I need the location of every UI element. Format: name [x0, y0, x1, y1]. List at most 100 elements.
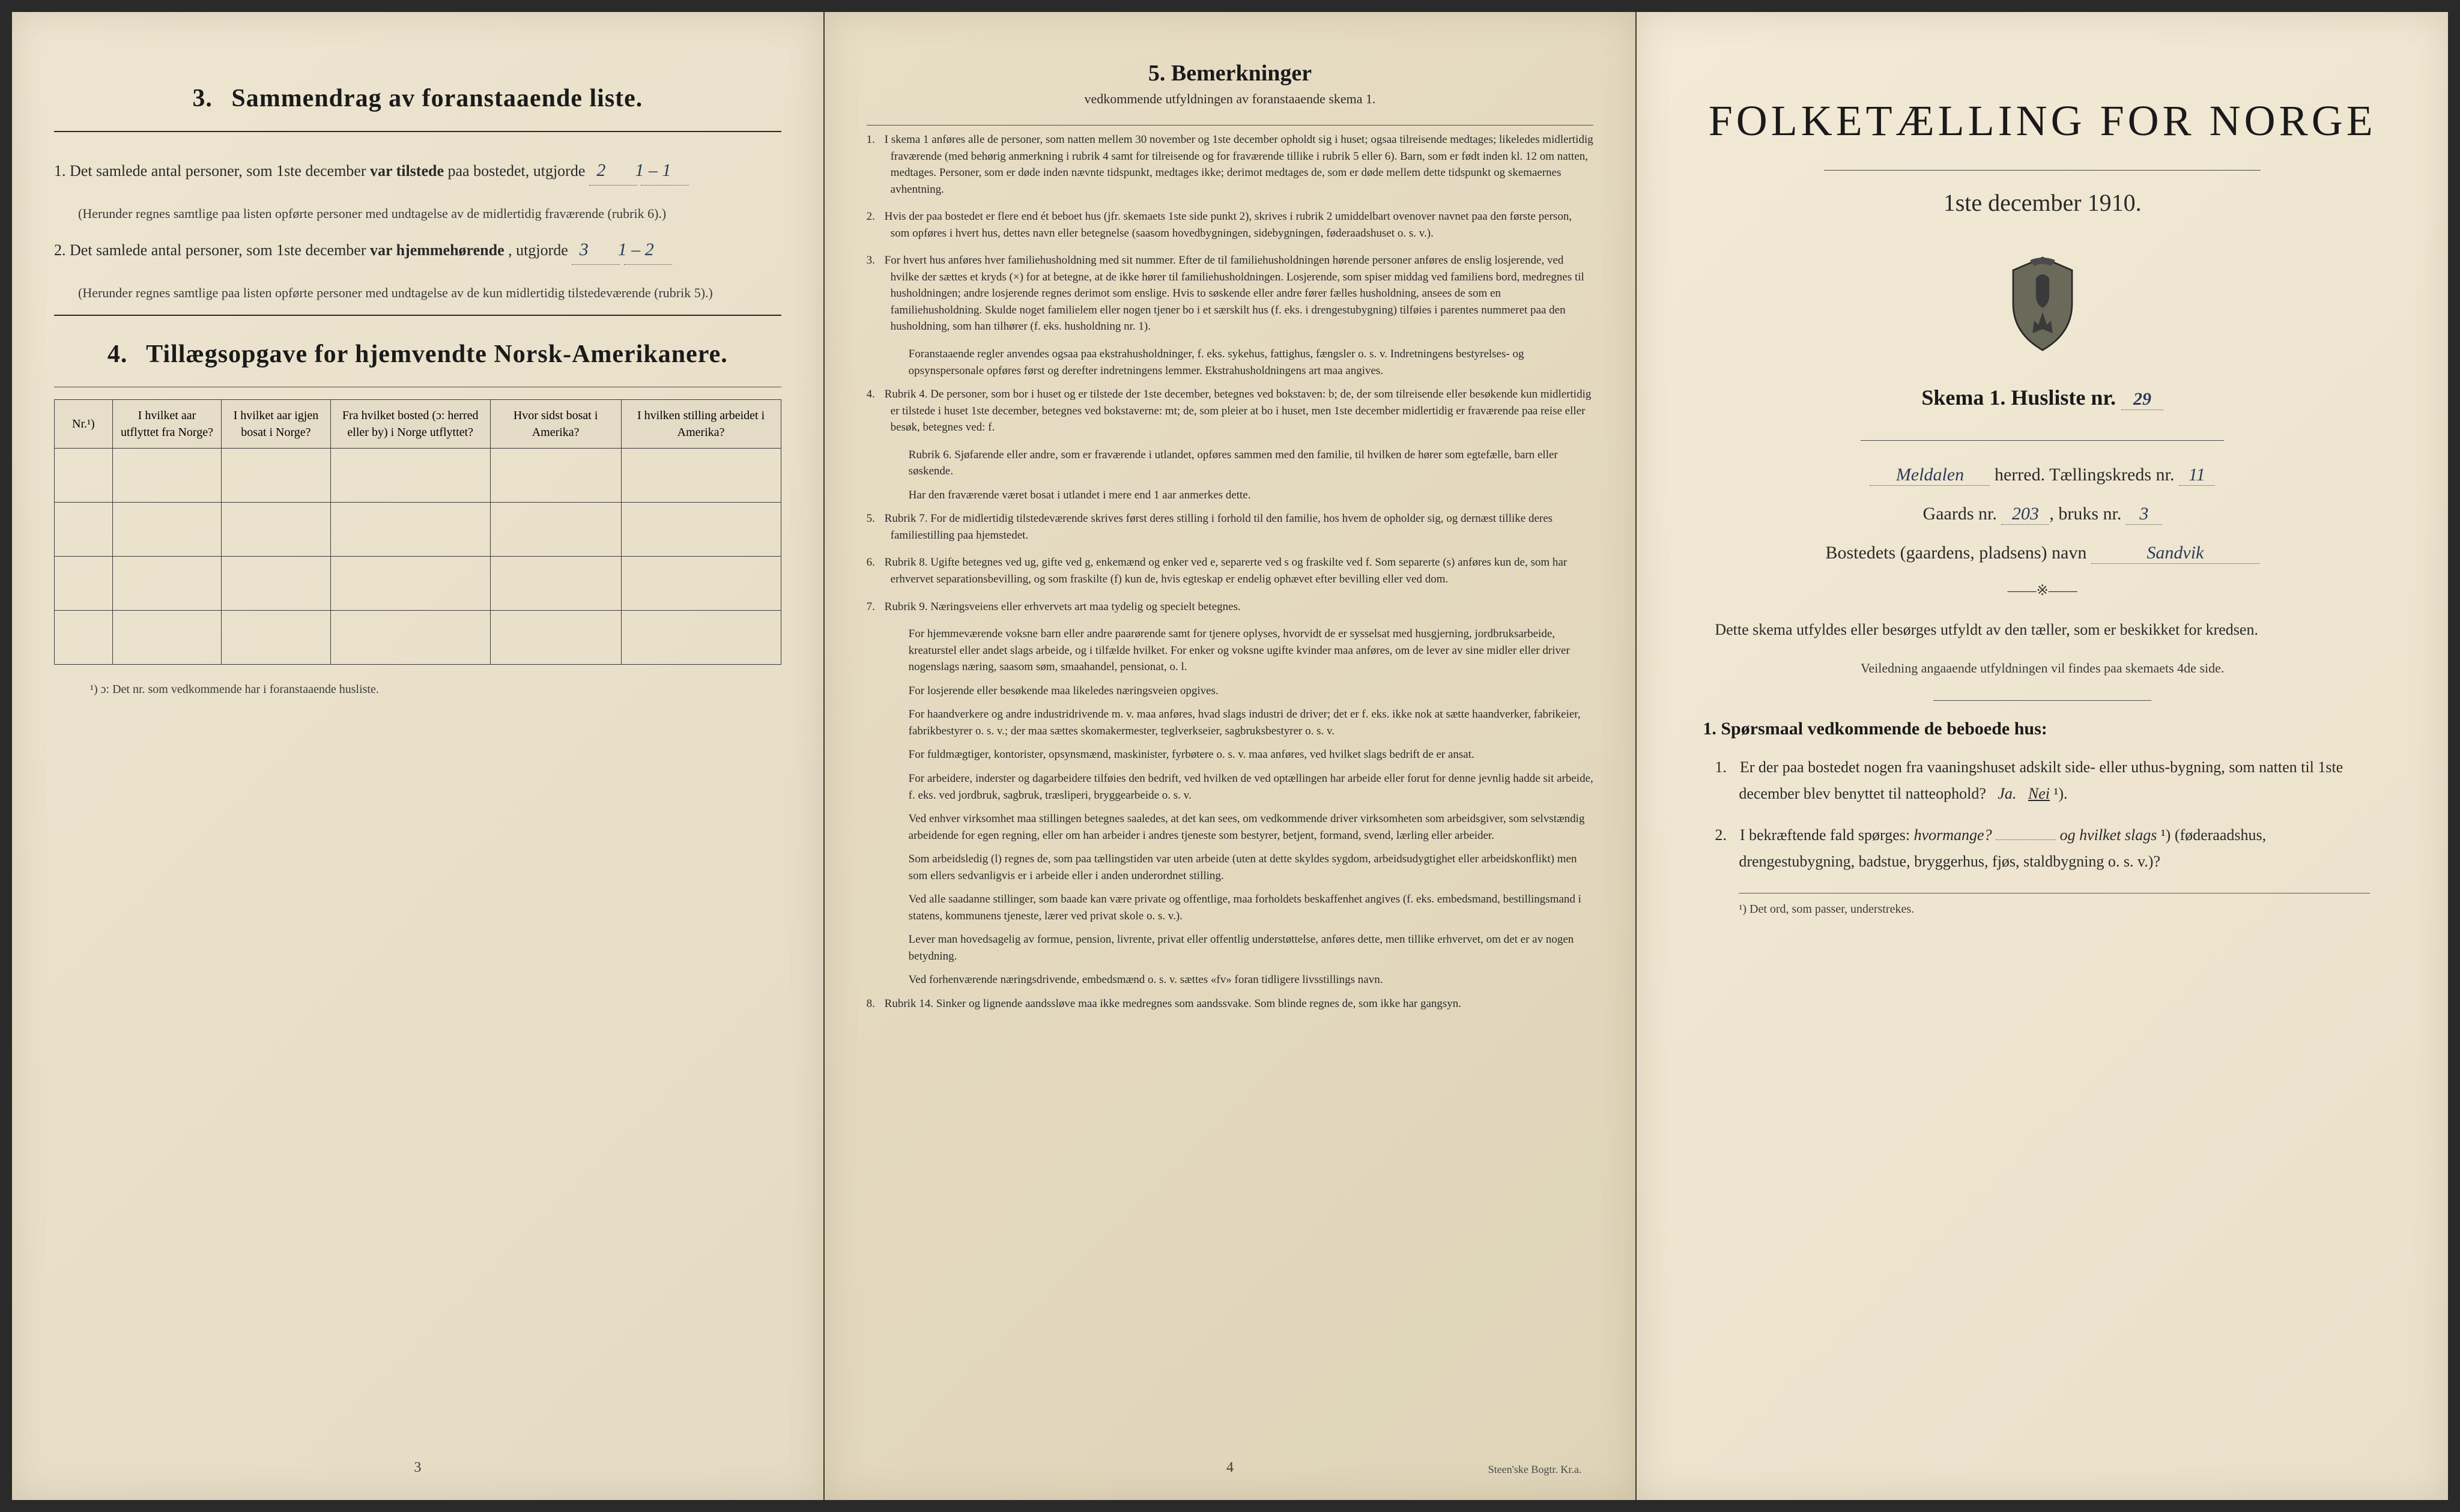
instruction-text: Dette skema utfyldes eller besørges utfy… — [1715, 617, 2370, 643]
divider — [54, 131, 781, 132]
item-1-bold: var tilstede — [370, 162, 444, 180]
remark-item: Ved alle saadanne stillinger, som baade … — [867, 891, 1594, 924]
section-5-subtitle: vedkommende utfyldningen av foranstaaend… — [867, 91, 1594, 107]
section-4-number: 4. — [108, 340, 128, 368]
remark-item: Som arbeidsledig (l) regnes de, som paa … — [867, 851, 1594, 884]
herred-value: Meldalen — [1870, 465, 1990, 486]
page-3: 3. Sammendrag av foranstaaende liste. 1.… — [12, 12, 825, 1500]
section-4-heading: 4. Tillægsopgave for hjemvendte Norsk-Am… — [54, 340, 781, 369]
col-where: Hvor sidst bosat i Amerika? — [490, 400, 621, 449]
remark-text: Ved forhenværende næringsdrivende, embed… — [909, 973, 1383, 986]
bruks-label: bruks nr. — [2058, 504, 2121, 524]
bosted-value: Sandvik — [2091, 543, 2259, 564]
divider — [54, 315, 781, 316]
remark-number: 5. — [867, 510, 885, 527]
remark-number: 6. — [867, 554, 885, 571]
value-2a: 3 — [572, 235, 620, 265]
coat-of-arms-icon — [2001, 253, 2085, 355]
q2-blank — [1996, 839, 2056, 840]
instruction-small: Veiledning angaaende utfyldningen vil fi… — [1679, 661, 2406, 676]
remark-text: Ved alle saadanne stillinger, som baade … — [909, 893, 1581, 922]
remark-item: Har den fraværende været bosat i utlande… — [867, 487, 1594, 504]
q1-nei: Nei — [2028, 785, 2050, 802]
section-3-title: Sammendrag av foranstaaende liste. — [231, 85, 643, 112]
page-number: 3 — [414, 1460, 421, 1476]
q2-number: 2. — [1715, 822, 1736, 848]
item-1-post: paa bostedet, utgjorde — [448, 162, 586, 180]
remark-item: 3.For hvert hus anføres hver familiehush… — [867, 252, 1594, 335]
bosted-label: Bostedets (gaardens, pladsens) navn — [1825, 543, 2086, 563]
remark-item: Lever man hovedsagelig av formue, pensio… — [867, 931, 1594, 964]
remark-text: Rubrik 7. For de midlertidig tilstedevær… — [885, 512, 1553, 542]
table-header-row: Nr.¹) I hvilket aar utflyttet fra Norge?… — [55, 400, 781, 449]
bosted-row: Bostedets (gaardens, pladsens) navn Sand… — [1679, 543, 2406, 564]
remark-item: For losjerende eller besøkende maa likel… — [867, 683, 1594, 700]
herred-row: Meldalen herred. Tællingskreds nr. 11 — [1679, 465, 2406, 486]
remark-text: For losjerende eller besøkende maa likel… — [909, 685, 1219, 697]
skema-line: Skema 1. Husliste nr. 29 — [1679, 385, 2406, 410]
remark-number: 2. — [867, 208, 885, 225]
remark-item: 7.Rubrik 9. Næringsveiens eller erhverve… — [867, 599, 1594, 615]
note-2: (Herunder regnes samtlige paa listen opf… — [54, 283, 781, 303]
q-heading-num: 1. — [1703, 719, 1716, 739]
remark-text: Som arbeidsledig (l) regnes de, som paa … — [909, 853, 1577, 882]
value-1a: 2 — [589, 156, 637, 186]
remark-text: For hjemmeværende voksne barn eller andr… — [909, 627, 1570, 673]
item-2-bold: var hjemmehørende — [370, 241, 504, 259]
page-title: FOLKETÆLLING FOR NORGE 1ste december 191… — [1637, 12, 2448, 1500]
census-date: 1ste december 1910. — [1679, 189, 2406, 217]
remark-text: Foranstaaende regler anvendes ogsaa paa … — [909, 348, 1524, 377]
table-row — [55, 611, 781, 665]
col-nr: Nr.¹) — [55, 400, 113, 449]
remark-item: Ved forhenværende næringsdrivende, embed… — [867, 972, 1594, 988]
section-5-number: 5. — [1148, 61, 1166, 86]
remark-text: Har den fraværende været bosat i utlande… — [909, 489, 1251, 501]
remark-item: Rubrik 6. Sjøfarende eller andre, som er… — [867, 447, 1594, 480]
table-row — [55, 503, 781, 557]
summary-item-1: 1. Det samlede antal personer, som 1ste … — [54, 156, 781, 186]
question-1: 1. Er der paa bostedet nogen fra vaaning… — [1739, 754, 2370, 807]
remark-text: Ved enhver virksomhet maa stillingen bet… — [909, 812, 1585, 842]
remark-item: Ved enhver virksomhet maa stillingen bet… — [867, 811, 1594, 844]
q-heading-text: Spørsmaal vedkommende de beboede hus: — [1721, 719, 2047, 739]
section-3-number: 3. — [192, 85, 213, 112]
gaards-nr: 203 — [2001, 504, 2049, 525]
page-number: 4 — [1226, 1460, 1234, 1476]
col-year-out: I hvilket aar utflyttet fra Norge? — [112, 400, 221, 449]
question-2: 2. I bekræftende fald spørges: hvormange… — [1739, 822, 2370, 875]
table-row — [55, 557, 781, 611]
q2-og: og hvilket slags — [2060, 826, 2157, 844]
col-position: I hvilken stilling arbeidet i Amerika? — [621, 400, 781, 449]
remark-text: For arbeidere, inderster og dagarbeidere… — [909, 772, 1593, 802]
table-footnote: ¹) ɔ: Det nr. som vedkommende har i fora… — [54, 683, 781, 697]
remark-text: Rubrik 9. Næringsveiens eller erhvervets… — [885, 600, 1241, 613]
q1-ja: Ja. — [1998, 785, 2016, 802]
remark-item: For arbeidere, inderster og dagarbeidere… — [867, 770, 1594, 803]
gaards-label: Gaards nr. — [1923, 504, 1997, 524]
herred-label: herred. Tællingskreds nr. — [1995, 465, 2174, 485]
remark-text: For haandverkere og andre industridriven… — [909, 708, 1581, 737]
remark-text: For hvert hus anføres hver familiehushol… — [885, 254, 1584, 333]
item-2-pre: 2. Det samlede antal personer, som 1ste … — [54, 241, 366, 259]
page-4: 5. Bemerkninger vedkommende utfyldningen… — [825, 12, 1637, 1500]
husliste-nr: 29 — [2121, 389, 2163, 410]
remark-item: 4.Rubrik 4. De personer, som bor i huset… — [867, 386, 1594, 436]
value-1b: 1 – 1 — [641, 156, 689, 186]
remark-item: 6.Rubrik 8. Ugifte betegnes ved ug, gift… — [867, 554, 1594, 587]
remark-item: 5.Rubrik 7. For de midlertidig tilstedev… — [867, 510, 1594, 543]
remark-number: 3. — [867, 252, 885, 269]
q2-pre: I bekræftende fald spørges: — [1740, 826, 1910, 844]
census-title: FOLKETÆLLING FOR NORGE — [1679, 96, 2406, 146]
gaards-row: Gaards nr. 203, bruks nr. 3 — [1679, 504, 2406, 525]
ornament-icon: ――※―― — [1679, 582, 2406, 599]
q1-sup: ¹). — [2054, 785, 2068, 802]
remark-text: Rubrik 8. Ugifte betegnes ved ug, gifte … — [885, 556, 1567, 585]
remark-item: Foranstaaende regler anvendes ogsaa paa … — [867, 346, 1594, 379]
remark-text: Rubrik 6. Sjøfarende eller andre, som er… — [909, 449, 1558, 478]
divider — [1933, 700, 2151, 701]
divider — [1861, 440, 2224, 441]
section-4-title: Tillægsopgave for hjemvendte Norsk-Ameri… — [146, 340, 728, 368]
note-1: (Herunder regnes samtlige paa listen opf… — [54, 204, 781, 223]
remark-number: 8. — [867, 996, 885, 1012]
q2-sup: ¹) — [2161, 826, 2171, 844]
